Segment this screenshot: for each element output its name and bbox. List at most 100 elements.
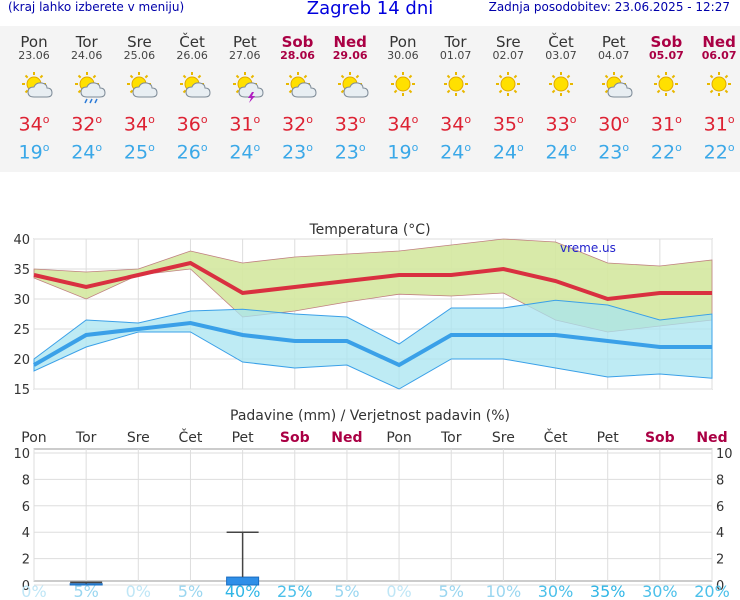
temp-y-tick: 35 bbox=[13, 263, 30, 278]
precip-y-tick-right: 10 bbox=[716, 447, 733, 462]
precip-plot-area bbox=[33, 448, 713, 582]
min-temp-line bbox=[33, 320, 712, 368]
day-date: 02.07 bbox=[492, 49, 525, 62]
precip-probability: 5% bbox=[334, 582, 359, 600]
day-name: Tor bbox=[444, 33, 467, 51]
min-temp-band bbox=[33, 299, 713, 390]
temp-y-tick: 20 bbox=[13, 353, 30, 368]
watermark: vreme.us bbox=[560, 241, 616, 255]
precip-probability: 40% bbox=[225, 582, 261, 600]
precip-probability: 20% bbox=[694, 582, 730, 600]
precip-probability: 0% bbox=[126, 582, 151, 600]
day-column: Sob 28.06 32o 23o bbox=[273, 34, 323, 165]
day-date: 04.07 bbox=[597, 49, 630, 62]
sun-icon bbox=[536, 70, 586, 102]
sun-cloud-icon bbox=[167, 70, 217, 102]
sun-cloud-icon bbox=[9, 70, 59, 102]
precip-y-tick-right: 2 bbox=[716, 553, 724, 568]
precip-x-label: Sob bbox=[280, 430, 310, 446]
sun-cloud-icon bbox=[589, 70, 639, 102]
temp-y-tick: 40 bbox=[13, 233, 30, 248]
precip-x-label: Pon bbox=[21, 430, 46, 446]
day-name: Pet bbox=[232, 33, 257, 51]
precip-y-tick-right: 4 bbox=[716, 526, 724, 541]
day-name: Tor bbox=[75, 33, 98, 51]
min-temp: 24o bbox=[545, 141, 577, 164]
day-column: Čet 26.06 36o 26o bbox=[167, 34, 217, 165]
min-temp: 23o bbox=[282, 141, 313, 164]
precip-x-label: Sob bbox=[645, 430, 675, 446]
precip-y-tick-left: 4 bbox=[22, 526, 30, 541]
day-date: 27.06 bbox=[229, 49, 261, 62]
precip-x-label: Ned bbox=[696, 430, 727, 446]
day-date: 30.06 bbox=[387, 49, 419, 62]
last-updated: Zadnja posodobitev: 23.06.2025 - 12:27 bbox=[488, 0, 730, 14]
sun-cloud-icon bbox=[325, 70, 375, 102]
max-temp: 32o bbox=[282, 113, 313, 136]
sun-icon bbox=[378, 70, 428, 102]
day-forecast-strip bbox=[0, 26, 740, 172]
sun-cloud-icon bbox=[273, 70, 323, 102]
day-name: Ned bbox=[333, 33, 367, 51]
max-temp: 31o bbox=[229, 113, 261, 136]
sun-shape bbox=[707, 72, 732, 96]
precip-y-tick-right: 8 bbox=[716, 473, 724, 488]
min-temp: 23o bbox=[598, 141, 630, 164]
max-temp: 31o bbox=[650, 113, 682, 136]
day-name: Pet bbox=[601, 33, 626, 51]
sun-shape bbox=[390, 72, 415, 96]
precip-y-tick-right: 6 bbox=[716, 500, 724, 515]
precip-probability: 30% bbox=[642, 582, 678, 600]
day-column: Čet 03.07 33o 24o bbox=[536, 34, 586, 165]
precip-x-label: Sre bbox=[127, 430, 150, 446]
precip-probability: 0% bbox=[21, 582, 46, 600]
temp-chart-title: Temperatura (°C) bbox=[308, 222, 430, 238]
precip-x-label: Pet bbox=[232, 430, 255, 446]
max-temp: 33o bbox=[334, 113, 366, 136]
day-column: Pet 04.07 30o 23o bbox=[589, 34, 639, 165]
sun-shape bbox=[443, 72, 468, 96]
header-hint[interactable]: (kraj lahko izberete v meniju) bbox=[8, 0, 185, 14]
day-column: Ned 06.07 31o 22o bbox=[694, 34, 740, 165]
temp-y-tick: 25 bbox=[13, 323, 30, 338]
min-temp: 19o bbox=[18, 141, 50, 164]
day-column: Pon 23.06 34o 19o bbox=[9, 34, 59, 165]
precip-probability: 25% bbox=[277, 582, 313, 600]
day-date: 29.06 bbox=[332, 49, 368, 62]
precip-probability: 5% bbox=[178, 582, 203, 600]
sun-cloud-icon bbox=[114, 70, 164, 102]
day-column: Sre 02.07 35o 24o bbox=[483, 34, 533, 165]
sun-icon bbox=[641, 70, 691, 102]
precip-probability: 35% bbox=[590, 582, 626, 600]
min-temp: 25o bbox=[123, 141, 155, 164]
day-name: Sob bbox=[281, 33, 314, 51]
day-column: Tor 24.06 32o 24o bbox=[62, 34, 112, 165]
min-temp: 23o bbox=[334, 141, 366, 164]
min-temp: 26o bbox=[176, 141, 208, 164]
day-date: 26.06 bbox=[176, 49, 208, 62]
precip-y-tick-left: 2 bbox=[22, 553, 30, 568]
day-column: Pon 30.06 34o 19o bbox=[378, 34, 428, 165]
day-date: 28.06 bbox=[280, 49, 315, 62]
day-column: Sob 05.07 31o 22o bbox=[641, 34, 691, 165]
precip-y-tick-left: 0 bbox=[22, 579, 30, 594]
day-date: 24.06 bbox=[70, 49, 103, 62]
max-temp: 31o bbox=[703, 113, 735, 136]
day-name: Sre bbox=[496, 33, 521, 51]
precip-probability: 0% bbox=[386, 582, 411, 600]
max-temp-band bbox=[33, 238, 713, 333]
temp-y-tick: 15 bbox=[13, 383, 30, 398]
precip-x-label: Tor bbox=[440, 430, 462, 446]
max-temp: 34o bbox=[440, 113, 472, 136]
precip-x-label: Pon bbox=[386, 430, 411, 446]
precip-x-label: Čet bbox=[179, 428, 203, 446]
precip-x-label: Ned bbox=[331, 430, 362, 446]
sun-icon bbox=[694, 70, 740, 102]
min-temp: 24o bbox=[71, 141, 103, 164]
precip-x-label: Tor bbox=[75, 430, 97, 446]
day-name: Ned bbox=[702, 33, 736, 51]
day-date: 01.07 bbox=[439, 49, 472, 62]
min-temp: 22o bbox=[650, 141, 682, 164]
precip-y-tick-left: 6 bbox=[22, 500, 30, 515]
day-column: Pet 27.06 31o 24o bbox=[220, 34, 270, 165]
